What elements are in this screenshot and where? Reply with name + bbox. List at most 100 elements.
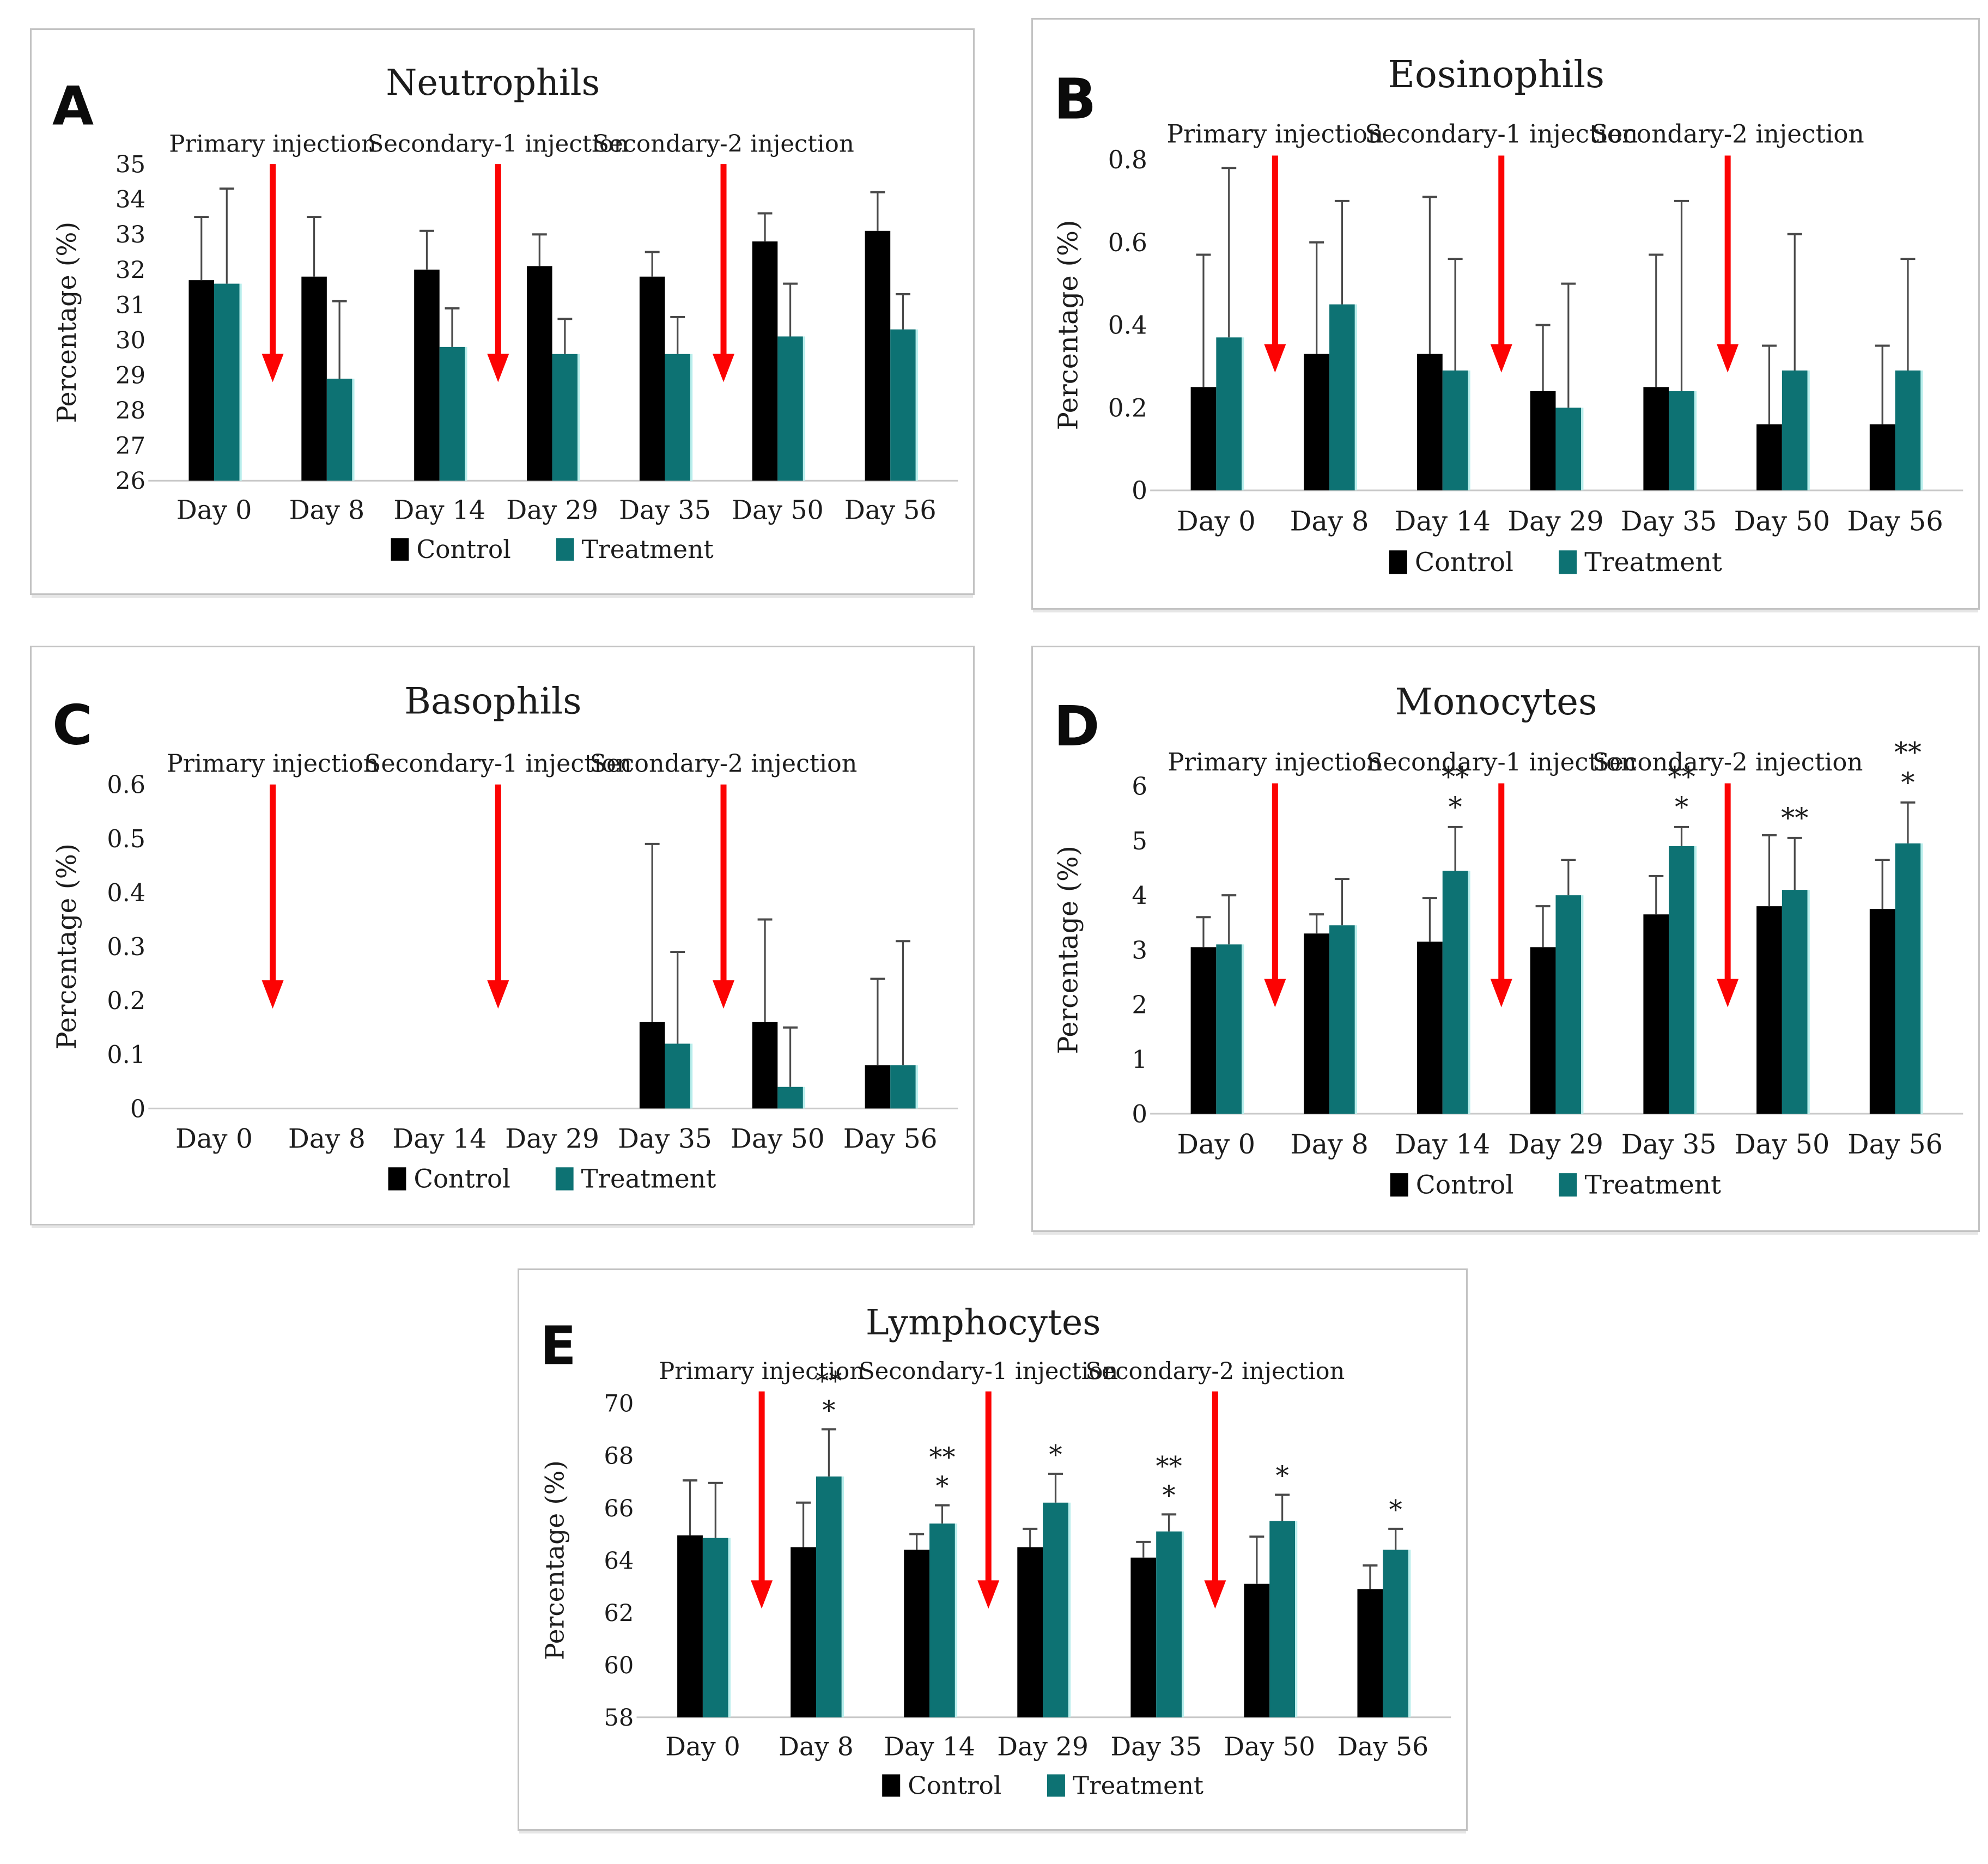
legend-label-treatment: Treatment (1584, 548, 1722, 578)
y-tick-label: 68 (604, 1443, 634, 1470)
y-tick-label: 70 (604, 1391, 634, 1418)
x-tick-label: Day 56 (1337, 1732, 1428, 1762)
bar-treatment-day-14 (929, 1523, 955, 1717)
bar-treatment-day-35 (1669, 391, 1694, 490)
legend-label-control: Control (908, 1771, 1001, 1800)
legend: Control Treatment (391, 535, 714, 564)
y-tick-label: 30 (115, 327, 145, 354)
bar-halo (1468, 871, 1470, 1114)
bar-control-day-50 (1244, 1583, 1270, 1717)
y-axis-label: Percentage (%) (52, 222, 82, 423)
injection-arrow-head (487, 354, 509, 382)
bar-halo (465, 347, 467, 481)
legend: Control Treatment (1389, 548, 1722, 578)
bar-control-day-29 (1017, 1547, 1043, 1717)
y-tick-label: 0.2 (107, 987, 145, 1015)
significance-marker: * (822, 1395, 835, 1426)
y-tick-label: 32 (115, 257, 145, 284)
injection-arrow-head (713, 980, 735, 1009)
y-tick-label: 33 (115, 222, 145, 249)
bar-halo (803, 336, 806, 481)
y-axis-label: Percentage (%) (1053, 220, 1084, 430)
significance-marker: ** (1156, 1452, 1182, 1482)
bar-control-day-56 (1357, 1589, 1383, 1717)
y-tick-label: 58 (604, 1704, 634, 1732)
bar-treatment-day-50 (1782, 890, 1808, 1114)
chart-title: Lymphocytes (866, 1302, 1101, 1343)
y-tick-label: 35 (115, 151, 145, 179)
x-tick-label: Day 50 (1224, 1732, 1315, 1762)
legend-swatch-control (1390, 1173, 1408, 1197)
bar-halo (1581, 408, 1584, 490)
x-tick-label: Day 29 (505, 1124, 599, 1154)
bar-treatment-day-29 (552, 354, 578, 481)
legend-swatch-control (1389, 550, 1407, 574)
bar-control-day-35 (1130, 1557, 1157, 1717)
bar-treatment-day-29 (1555, 895, 1582, 1114)
x-tick-label: Day 35 (1110, 1732, 1202, 1762)
bar-halo (690, 1043, 693, 1109)
x-tick-label: Day 29 (1507, 505, 1604, 537)
y-tick-label: 5 (1132, 827, 1147, 855)
x-tick-label: Day 0 (665, 1732, 740, 1762)
bar-treatment-day-8 (326, 378, 352, 481)
x-tick-label: Day 35 (1621, 1128, 1717, 1160)
y-tick-label: 0.2 (1108, 393, 1147, 422)
bar-control-day-56 (1869, 909, 1895, 1114)
injection-arrow-head (1204, 1580, 1226, 1609)
bar-halo (1694, 846, 1697, 1114)
injection-arrow-head (977, 1580, 1000, 1609)
injection-arrow-head (262, 980, 284, 1009)
bar-halo (1920, 843, 1923, 1114)
bar-halo (915, 1065, 918, 1109)
y-tick-label: 0 (1132, 476, 1147, 505)
injection-label: Secondary-1 injection (368, 130, 629, 157)
bar-halo (1408, 1550, 1411, 1717)
bar-treatment-day-56 (1383, 1550, 1409, 1717)
x-tick-label: Day 35 (618, 1124, 712, 1154)
legend-label-control: Control (1416, 1170, 1514, 1200)
bar-halo (1807, 890, 1810, 1114)
bar-control-day-14 (1417, 354, 1443, 490)
injection-arrow-head (751, 1580, 773, 1609)
injection-arrow-head (1264, 979, 1286, 1007)
injection-label: Secondary-2 injection (593, 130, 854, 157)
y-tick-label: 27 (115, 433, 145, 460)
significance-marker: * (1163, 1480, 1176, 1511)
bar-halo (1694, 391, 1697, 490)
bar-control-day-35 (639, 1022, 665, 1109)
y-tick-label: 0.4 (107, 879, 145, 907)
injection-label: Primary injection (1168, 748, 1382, 776)
injection-label: Secondary-1 injection (1365, 120, 1638, 149)
bar-treatment-day-14 (1442, 370, 1468, 490)
x-tick-label: Day 56 (1847, 505, 1943, 537)
x-tick-label: Day 50 (1734, 1128, 1829, 1160)
injection-label: Primary injection (169, 130, 376, 157)
injection-arrow-head (262, 354, 284, 382)
bar-treatment-day-35 (1669, 846, 1694, 1114)
legend-swatch-control (882, 1774, 901, 1797)
y-tick-label: 2 (1132, 991, 1147, 1019)
y-tick-label: 66 (604, 1495, 634, 1522)
chart-monocytes: D Monocytes Percentage (%) 0 1 2 3 4 5 6 Day 0 Day … (1053, 680, 1963, 1200)
y-tick-label: 3 (1132, 936, 1147, 964)
bar-control-day-0 (1190, 947, 1217, 1114)
injection-arrow-head (1490, 979, 1512, 1007)
bar-control-day-29 (1530, 391, 1556, 490)
bar-treatment-day-8 (1329, 304, 1355, 490)
legend-label-control: Control (1415, 548, 1513, 578)
panel-letter: C (52, 694, 93, 757)
x-tick-label: Day 14 (393, 496, 485, 526)
bar-control-day-50 (752, 241, 778, 481)
chart-title: Eosinophils (1388, 53, 1604, 96)
bar-control-day-56 (865, 1065, 891, 1109)
chart-title: Neutrophils (386, 63, 600, 104)
significance-marker: ** (929, 1442, 955, 1473)
bar-halo (1354, 925, 1357, 1114)
y-tick-label: 34 (115, 186, 145, 214)
significance-marker: ** (816, 1366, 842, 1397)
bar-treatment-day-14 (1442, 871, 1468, 1114)
legend-label-treatment: Treatment (582, 535, 714, 564)
injection-arrow-head (713, 354, 735, 382)
bar-control-day-0 (189, 280, 214, 481)
